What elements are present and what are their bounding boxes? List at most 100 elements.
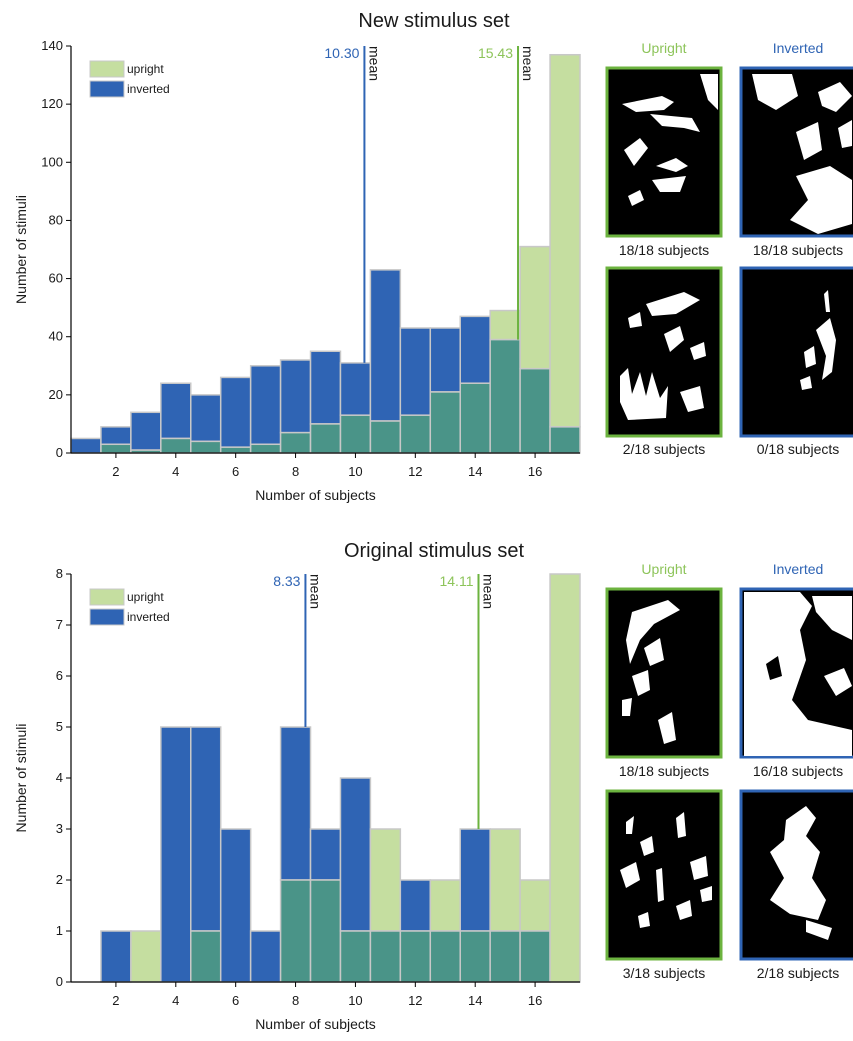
bar-inverted-10 <box>339 362 372 416</box>
x-axis-label: Number of subjects <box>255 487 376 503</box>
bar-inverted-8 <box>279 726 312 881</box>
bar-upright-11 <box>369 828 402 932</box>
panel-new-stimulus-set: New stimulus set 0 20 40 60 80 100 120 140 2 4 6 8 1… <box>13 10 853 503</box>
y-tick-label: 0 <box>56 445 63 460</box>
chart-title: New stimulus set <box>358 10 510 32</box>
x-tick-label: 12 <box>408 464 422 479</box>
y-tick-label: 100 <box>41 154 63 169</box>
caption-inverted-1: 18/18 subjects <box>753 242 843 258</box>
mean-value-inverted: 8.33 <box>273 573 300 589</box>
bar-overlap-5 <box>190 440 222 454</box>
stimulus-thumbnails: Upright Inverted 18/18 subjects <box>605 40 853 457</box>
x-tick-label: 10 <box>348 464 362 479</box>
bar-inverted-6 <box>219 376 252 448</box>
bar-overlap-9 <box>309 879 342 983</box>
bar-overlap-15 <box>489 930 521 983</box>
bar-overlap-10 <box>339 930 372 983</box>
bar-upright-15 <box>489 309 521 341</box>
bar-inverted-11 <box>369 269 402 422</box>
bar-inverted-12 <box>399 879 432 932</box>
bar-inverted-4 <box>160 382 192 440</box>
bar-overlap-11 <box>369 930 402 983</box>
caption-inverted-4: 2/18 subjects <box>757 965 840 981</box>
y-tick-label: 4 <box>56 770 63 785</box>
bar-upright-15 <box>489 828 521 932</box>
inverted-column-header: Inverted <box>773 561 824 577</box>
bar-overlap-16 <box>519 367 551 454</box>
mooney-image-inverted-4 <box>739 789 853 961</box>
mean-value-inverted: 10.30 <box>324 45 359 61</box>
x-tick-label: 14 <box>468 464 482 479</box>
x-tick-label: 2 <box>112 993 119 1008</box>
caption-upright-2: 2/18 subjects <box>623 441 706 457</box>
x-tick-label: 8 <box>292 993 299 1008</box>
mean-word-upright: mean <box>520 46 536 81</box>
bar-overlap-6 <box>219 446 252 454</box>
mooney-image-inverted-3 <box>739 587 853 759</box>
bar-overlap-4 <box>160 437 192 454</box>
legend-label-upright: upright <box>127 62 164 76</box>
bar-overlap-11 <box>369 420 402 454</box>
bar-overlap-9 <box>309 423 342 454</box>
mooney-image-upright-4 <box>605 789 723 961</box>
bar-overlap-7 <box>249 443 282 454</box>
bar-inverted-3 <box>130 411 162 451</box>
bar-upright-16 <box>519 879 551 932</box>
mean-value-upright: 15.43 <box>478 45 513 61</box>
bar-inverted-6 <box>219 828 252 983</box>
caption-inverted-2: 0/18 subjects <box>757 441 840 457</box>
y-tick-label: 60 <box>49 271 63 286</box>
bar-upright-16 <box>519 245 551 370</box>
bar-inverted-8 <box>279 359 312 434</box>
x-tick-label: 10 <box>348 993 362 1008</box>
bar-overlap-10 <box>339 414 372 454</box>
y-axis-label: Number of stimuli <box>13 195 29 304</box>
bar-inverted-1 <box>70 437 102 454</box>
x-tick-label: 8 <box>292 464 299 479</box>
y-tick-label: 6 <box>56 668 63 683</box>
x-axis-label: Number of subjects <box>255 1016 376 1032</box>
mooney-image-upright-3 <box>605 587 723 759</box>
caption-inverted-3: 16/18 subjects <box>753 763 843 779</box>
y-tick-label: 40 <box>49 329 63 344</box>
x-tick-label: 4 <box>172 993 179 1008</box>
bar-inverted-10 <box>339 777 372 932</box>
mooney-image-inverted-1 <box>739 66 853 238</box>
bar-inverted-13 <box>429 327 461 393</box>
bar-inverted-7 <box>249 930 282 983</box>
chart-title: Original stimulus set <box>344 540 525 562</box>
bar-overlap-15 <box>489 338 521 454</box>
bar-inverted-2 <box>100 930 132 983</box>
bar-overlap-14 <box>459 382 491 454</box>
caption-upright-1: 18/18 subjects <box>619 242 709 258</box>
inverted-column-header: Inverted <box>773 40 824 56</box>
legend-swatch-inverted <box>89 80 125 98</box>
upright-column-header: Upright <box>641 40 686 56</box>
y-tick-label: 20 <box>49 387 63 402</box>
bar-inverted-2 <box>100 426 132 446</box>
y-axis-label: Number of stimuli <box>13 724 29 833</box>
x-tick-label: 2 <box>112 464 119 479</box>
x-tick-label: 14 <box>468 993 482 1008</box>
y-tick-label: 3 <box>56 821 63 836</box>
bar-inverted-7 <box>249 365 282 446</box>
bar-inverted-9 <box>309 350 342 425</box>
caption-upright-3: 18/18 subjects <box>619 763 709 779</box>
bar-overlap-2 <box>100 443 132 454</box>
x-tick-label: 6 <box>232 464 239 479</box>
y-tick-label: 8 <box>56 566 63 581</box>
y-tick-label: 5 <box>56 719 63 734</box>
bar-overlap-17 <box>549 426 581 454</box>
bar-overlap-16 <box>519 930 551 983</box>
legend-swatch-inverted <box>89 608 125 626</box>
bar-overlap-13 <box>429 930 461 983</box>
bar-upright-17 <box>549 53 581 428</box>
legend-swatch-upright <box>89 588 125 606</box>
bar-upright-13 <box>429 879 461 932</box>
y-tick-label: 7 <box>56 617 63 632</box>
bar-overlap-8 <box>279 879 312 983</box>
bar-overlap-12 <box>399 414 432 454</box>
y-tick-label: 0 <box>56 974 63 989</box>
